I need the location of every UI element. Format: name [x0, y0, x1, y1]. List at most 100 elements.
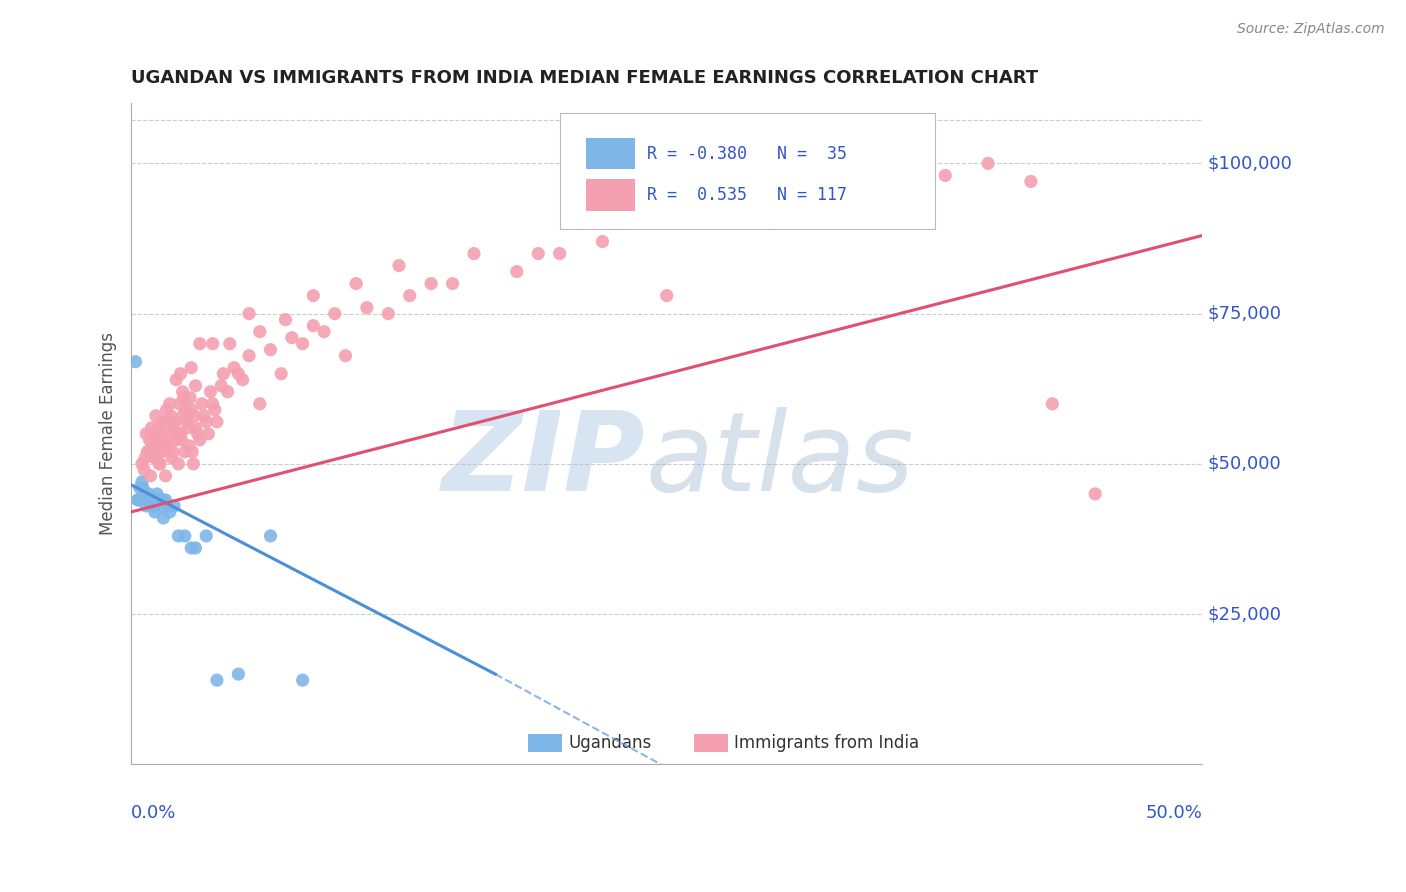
Point: [184, 541, 207, 555]
Point: [173, 529, 195, 543]
Point: [195, 529, 218, 543]
Text: $50,000: $50,000: [1208, 455, 1281, 473]
Point: [312, 325, 335, 339]
Point: [146, 492, 169, 507]
Point: [205, 415, 228, 429]
Point: [149, 457, 172, 471]
Text: Immigrants from India: Immigrants from India: [734, 734, 920, 752]
Point: [183, 409, 205, 423]
Point: [162, 445, 184, 459]
Point: [180, 360, 202, 375]
Y-axis label: Median Female Earnings: Median Female Earnings: [100, 333, 117, 535]
Point: [228, 367, 250, 381]
Point: [420, 277, 443, 291]
Point: [142, 439, 165, 453]
Point: [344, 277, 367, 291]
Point: [270, 367, 292, 381]
Point: [218, 336, 240, 351]
Text: 50.0%: 50.0%: [1146, 804, 1202, 822]
Text: R =  0.535   N = 117: R = 0.535 N = 117: [648, 186, 848, 204]
Point: [145, 409, 167, 423]
Point: [132, 487, 155, 501]
Text: $75,000: $75,000: [1208, 305, 1282, 323]
Point: [166, 426, 188, 441]
Point: [127, 492, 149, 507]
Point: [302, 288, 325, 302]
Point: [132, 463, 155, 477]
Point: [128, 481, 150, 495]
Point: [232, 373, 254, 387]
FancyBboxPatch shape: [560, 113, 935, 229]
Text: Source: ZipAtlas.com: Source: ZipAtlas.com: [1237, 22, 1385, 37]
Point: [148, 445, 170, 459]
Point: [159, 415, 181, 429]
Point: [159, 505, 181, 519]
Point: [169, 397, 191, 411]
Point: [165, 415, 187, 429]
Point: [148, 457, 170, 471]
Point: [291, 336, 314, 351]
Point: [180, 541, 202, 555]
FancyBboxPatch shape: [586, 137, 634, 169]
Point: [163, 499, 186, 513]
Point: [177, 439, 200, 453]
Point: [167, 457, 190, 471]
Point: [205, 673, 228, 688]
Point: [209, 378, 232, 392]
Point: [156, 499, 179, 513]
Point: [131, 475, 153, 489]
Point: [377, 307, 399, 321]
Point: [143, 505, 166, 519]
Point: [184, 421, 207, 435]
Point: [155, 415, 177, 429]
Point: [201, 336, 224, 351]
Text: atlas: atlas: [645, 407, 914, 514]
Point: [1019, 174, 1042, 188]
Point: [145, 450, 167, 465]
Point: [134, 487, 156, 501]
Point: [155, 468, 177, 483]
Point: [160, 409, 183, 423]
Point: [139, 468, 162, 483]
Point: [762, 217, 785, 231]
Point: [179, 391, 201, 405]
Point: [165, 433, 187, 447]
Point: [527, 246, 550, 260]
Point: [1040, 397, 1063, 411]
Point: [173, 445, 195, 459]
Point: [183, 457, 205, 471]
Point: [148, 492, 170, 507]
Point: [187, 426, 209, 441]
Point: [150, 499, 173, 513]
Point: [172, 384, 194, 399]
Point: [139, 492, 162, 507]
Point: [124, 355, 146, 369]
Point: [441, 277, 464, 291]
Point: [193, 409, 215, 423]
Point: [977, 156, 1000, 170]
Point: [150, 445, 173, 459]
Point: [176, 415, 198, 429]
Point: [463, 246, 485, 260]
Point: [188, 433, 211, 447]
Text: $25,000: $25,000: [1208, 605, 1282, 623]
Point: [150, 492, 173, 507]
Point: [569, 204, 592, 219]
Point: [128, 492, 150, 507]
Point: [152, 426, 174, 441]
Point: [165, 373, 187, 387]
Point: [136, 492, 159, 507]
Point: [506, 264, 529, 278]
FancyBboxPatch shape: [586, 179, 634, 211]
Point: [274, 312, 297, 326]
Point: [302, 318, 325, 333]
Point: [172, 409, 194, 423]
Point: [592, 235, 614, 249]
Point: [142, 499, 165, 513]
Point: [195, 415, 218, 429]
Point: [146, 421, 169, 435]
Point: [291, 673, 314, 688]
Point: [135, 499, 157, 513]
Point: [356, 301, 378, 315]
Point: [153, 433, 176, 447]
